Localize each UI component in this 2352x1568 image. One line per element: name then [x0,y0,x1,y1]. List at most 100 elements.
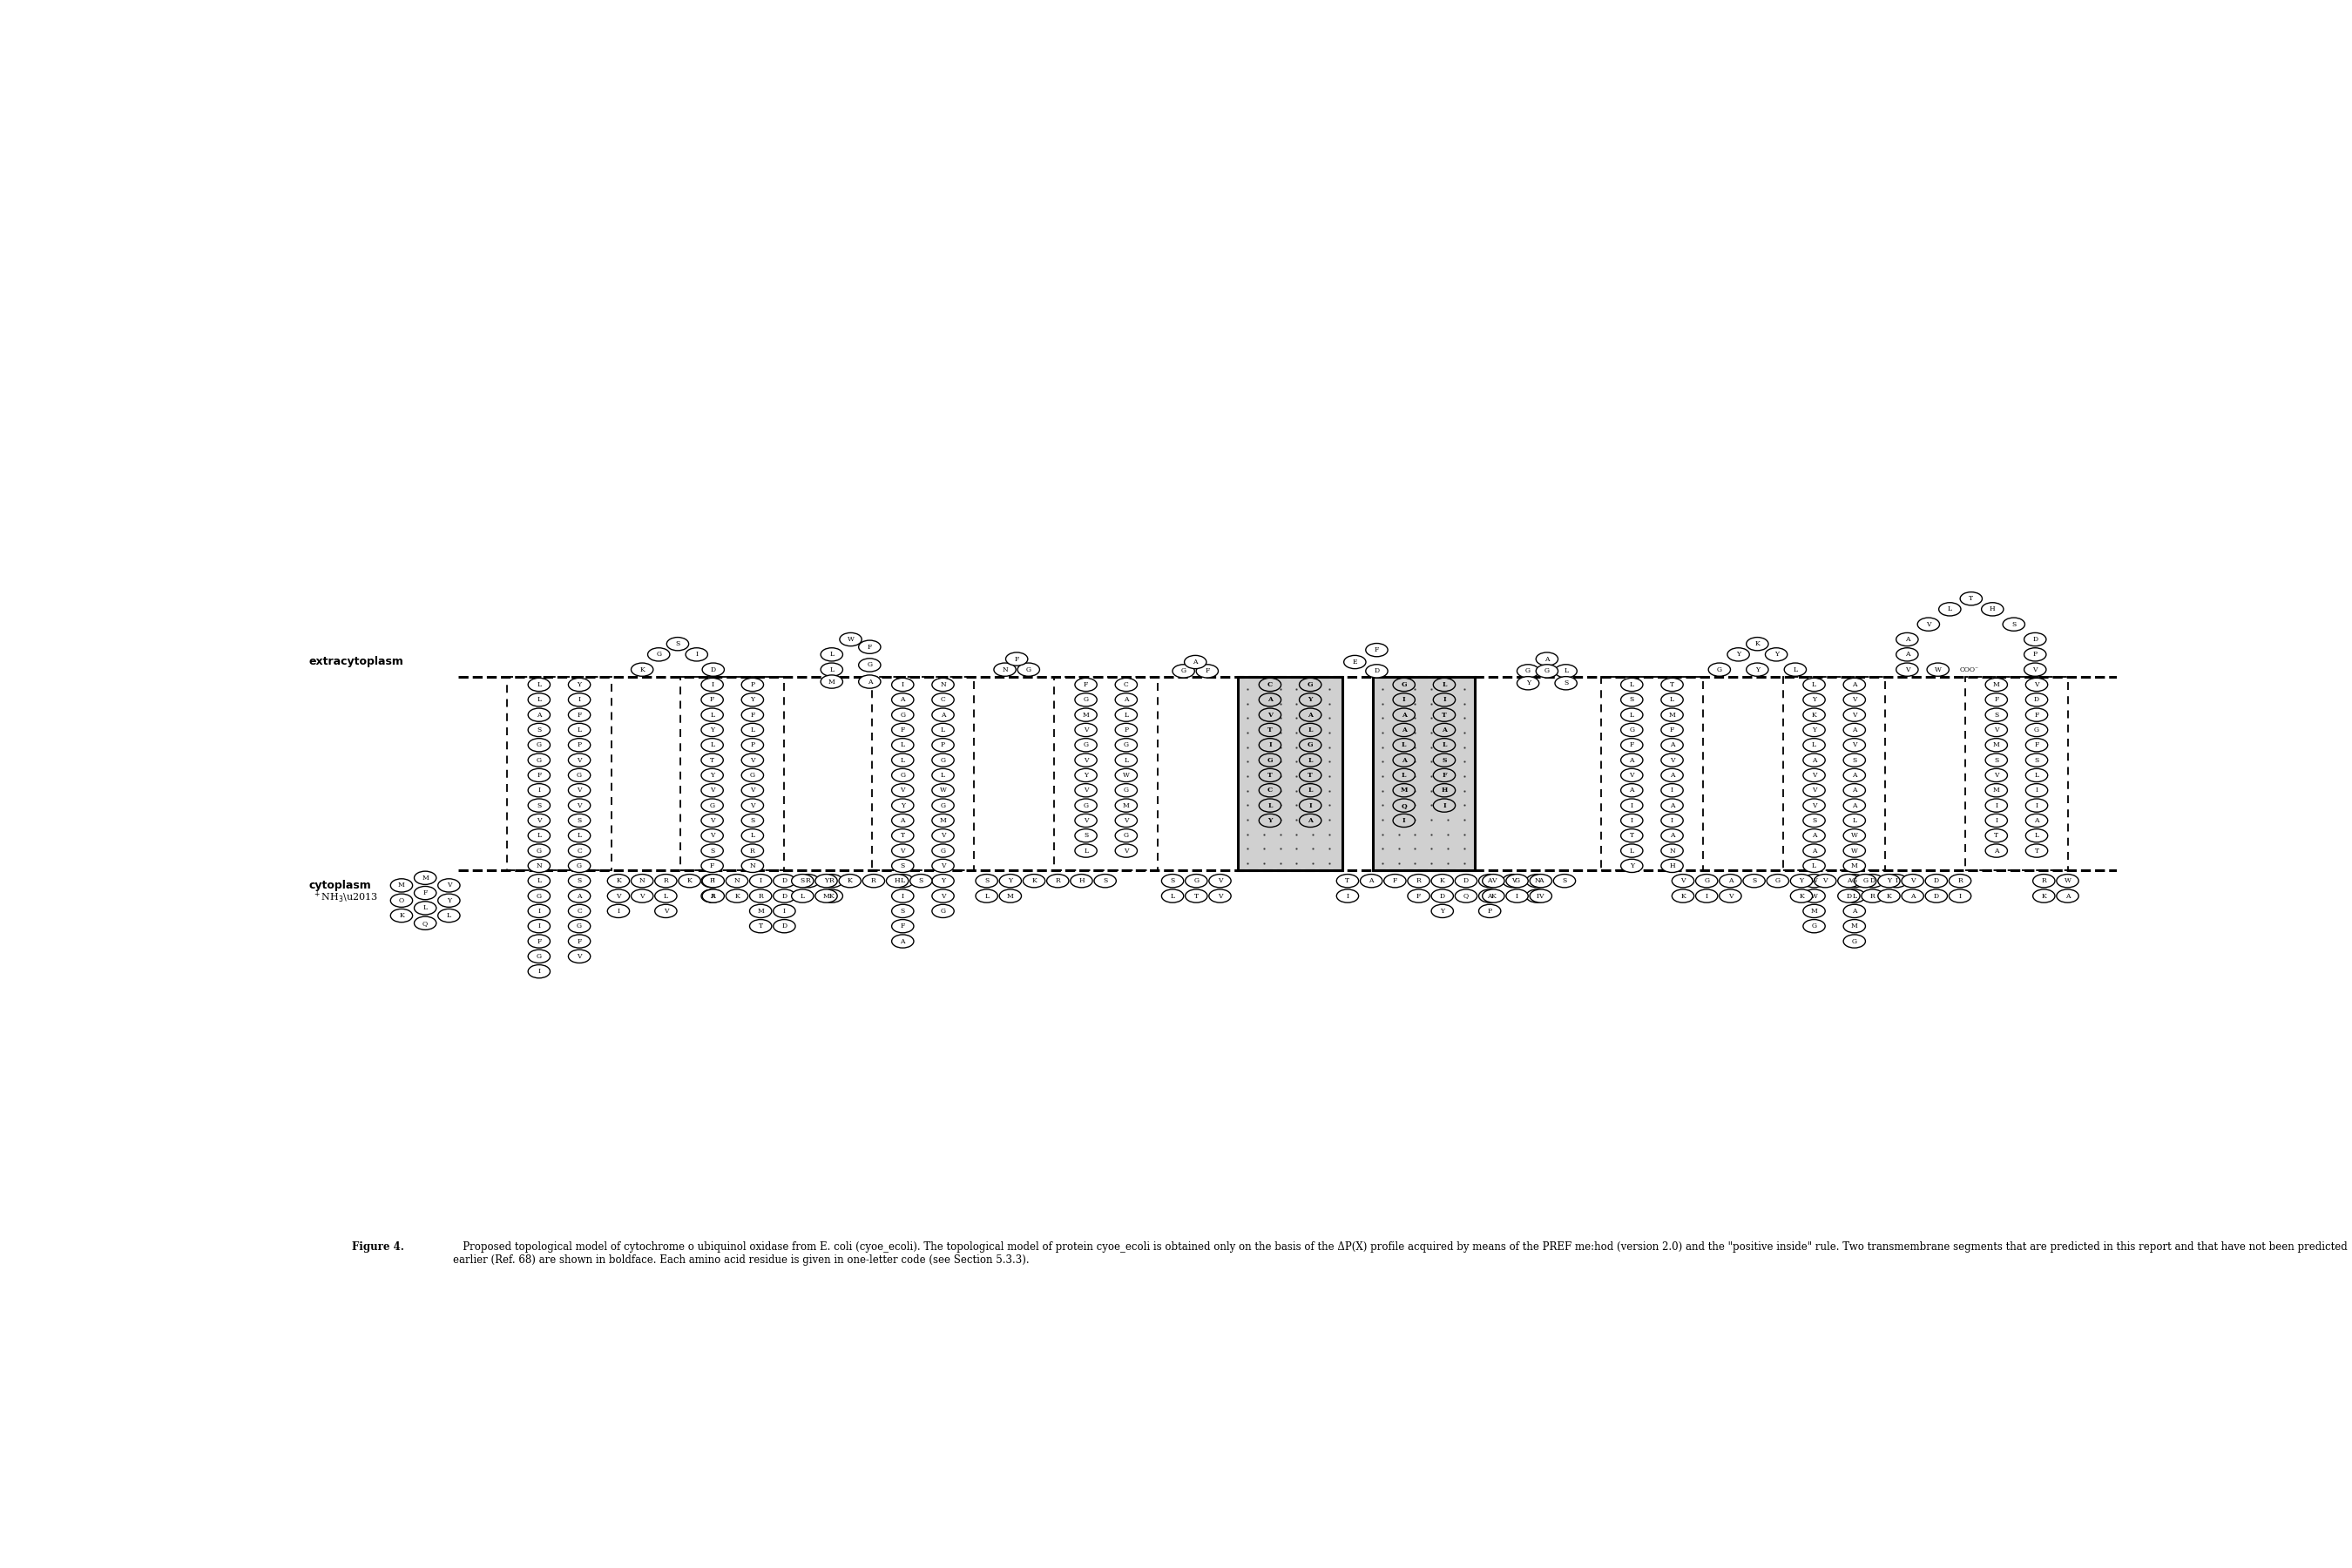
Text: P: P [750,681,755,688]
Text: R: R [663,878,668,884]
Ellipse shape [1529,889,1552,903]
Ellipse shape [1505,889,1529,903]
Ellipse shape [1479,905,1501,917]
Text: L: L [1402,742,1406,748]
Ellipse shape [1367,643,1388,657]
Ellipse shape [529,919,550,933]
Text: A: A [1670,801,1675,809]
Text: F: F [1374,646,1378,654]
Text: V: V [1811,801,1816,809]
Ellipse shape [1115,709,1138,721]
Text: A: A [1402,726,1406,734]
Ellipse shape [821,663,842,676]
Text: M: M [1082,712,1089,718]
Text: R: R [1056,878,1061,884]
Text: D: D [1846,892,1851,900]
Text: A: A [1670,833,1675,839]
Ellipse shape [1985,677,2006,691]
Ellipse shape [2025,633,2046,646]
Ellipse shape [529,798,550,812]
Ellipse shape [1505,875,1529,887]
Text: L: L [1630,847,1635,855]
Text: S: S [675,640,680,648]
Text: Y: Y [1084,771,1089,779]
Ellipse shape [1804,784,1825,797]
Ellipse shape [1482,889,1505,903]
Text: L: L [830,651,835,659]
Text: F: F [1204,668,1209,674]
Ellipse shape [931,693,955,707]
Ellipse shape [741,723,764,737]
Text: L: L [1564,668,1569,674]
Ellipse shape [910,875,931,887]
Ellipse shape [1985,693,2006,707]
Text: G: G [1705,878,1710,884]
Ellipse shape [1719,889,1740,903]
Text: A: A [1811,757,1816,764]
Ellipse shape [1298,798,1322,812]
Text: P: P [710,878,715,884]
Text: F: F [901,922,906,930]
Ellipse shape [1536,652,1557,666]
Text: L: L [1308,757,1312,764]
Ellipse shape [1115,723,1138,737]
Text: extracytoplasm: extracytoplasm [308,655,405,668]
Text: M: M [1122,801,1129,809]
Ellipse shape [741,693,764,707]
Ellipse shape [1804,844,1825,858]
Ellipse shape [1075,814,1096,828]
Ellipse shape [741,829,764,842]
Text: F: F [2034,742,2039,748]
Ellipse shape [1860,875,1884,887]
Text: L: L [2034,771,2039,779]
Text: V: V [710,817,715,825]
Ellipse shape [1185,889,1207,903]
Text: I: I [1402,696,1406,704]
Ellipse shape [569,905,590,917]
Ellipse shape [1298,693,1322,707]
Text: L: L [1630,712,1635,718]
Ellipse shape [1517,676,1538,690]
Ellipse shape [863,875,884,887]
Text: G: G [576,771,581,779]
Ellipse shape [1000,875,1021,887]
Ellipse shape [1661,844,1684,858]
Text: V: V [1491,878,1496,884]
Text: L: L [710,712,715,718]
Ellipse shape [569,723,590,737]
Ellipse shape [793,889,814,903]
Ellipse shape [1367,665,1388,677]
Ellipse shape [1392,723,1416,737]
Text: G: G [536,757,541,764]
Ellipse shape [1844,829,1865,842]
Ellipse shape [1075,677,1096,691]
Ellipse shape [1844,889,1865,903]
Ellipse shape [1896,648,1919,662]
Ellipse shape [1075,693,1096,707]
Ellipse shape [569,919,590,933]
Text: W: W [1811,878,1818,884]
Text: I: I [1896,878,1898,884]
Ellipse shape [1343,655,1367,668]
Text: A: A [1851,681,1856,688]
Text: C: C [576,908,581,914]
Text: V: V [941,892,946,900]
Text: V: V [750,757,755,764]
Ellipse shape [1298,814,1322,828]
Text: N: N [750,862,755,869]
Text: S: S [1630,696,1635,704]
Text: L: L [1084,847,1089,855]
Ellipse shape [1726,648,1750,662]
Text: K: K [1755,640,1759,648]
Text: H: H [894,878,901,884]
Ellipse shape [1621,784,1642,797]
Ellipse shape [976,875,997,887]
Text: G: G [1515,878,1519,884]
Text: Y: Y [1799,878,1804,884]
Ellipse shape [1406,875,1430,887]
Ellipse shape [1804,798,1825,812]
Text: F: F [576,712,581,718]
Text: S: S [1103,878,1108,884]
Text: D: D [1463,878,1468,884]
Text: L: L [1630,681,1635,688]
